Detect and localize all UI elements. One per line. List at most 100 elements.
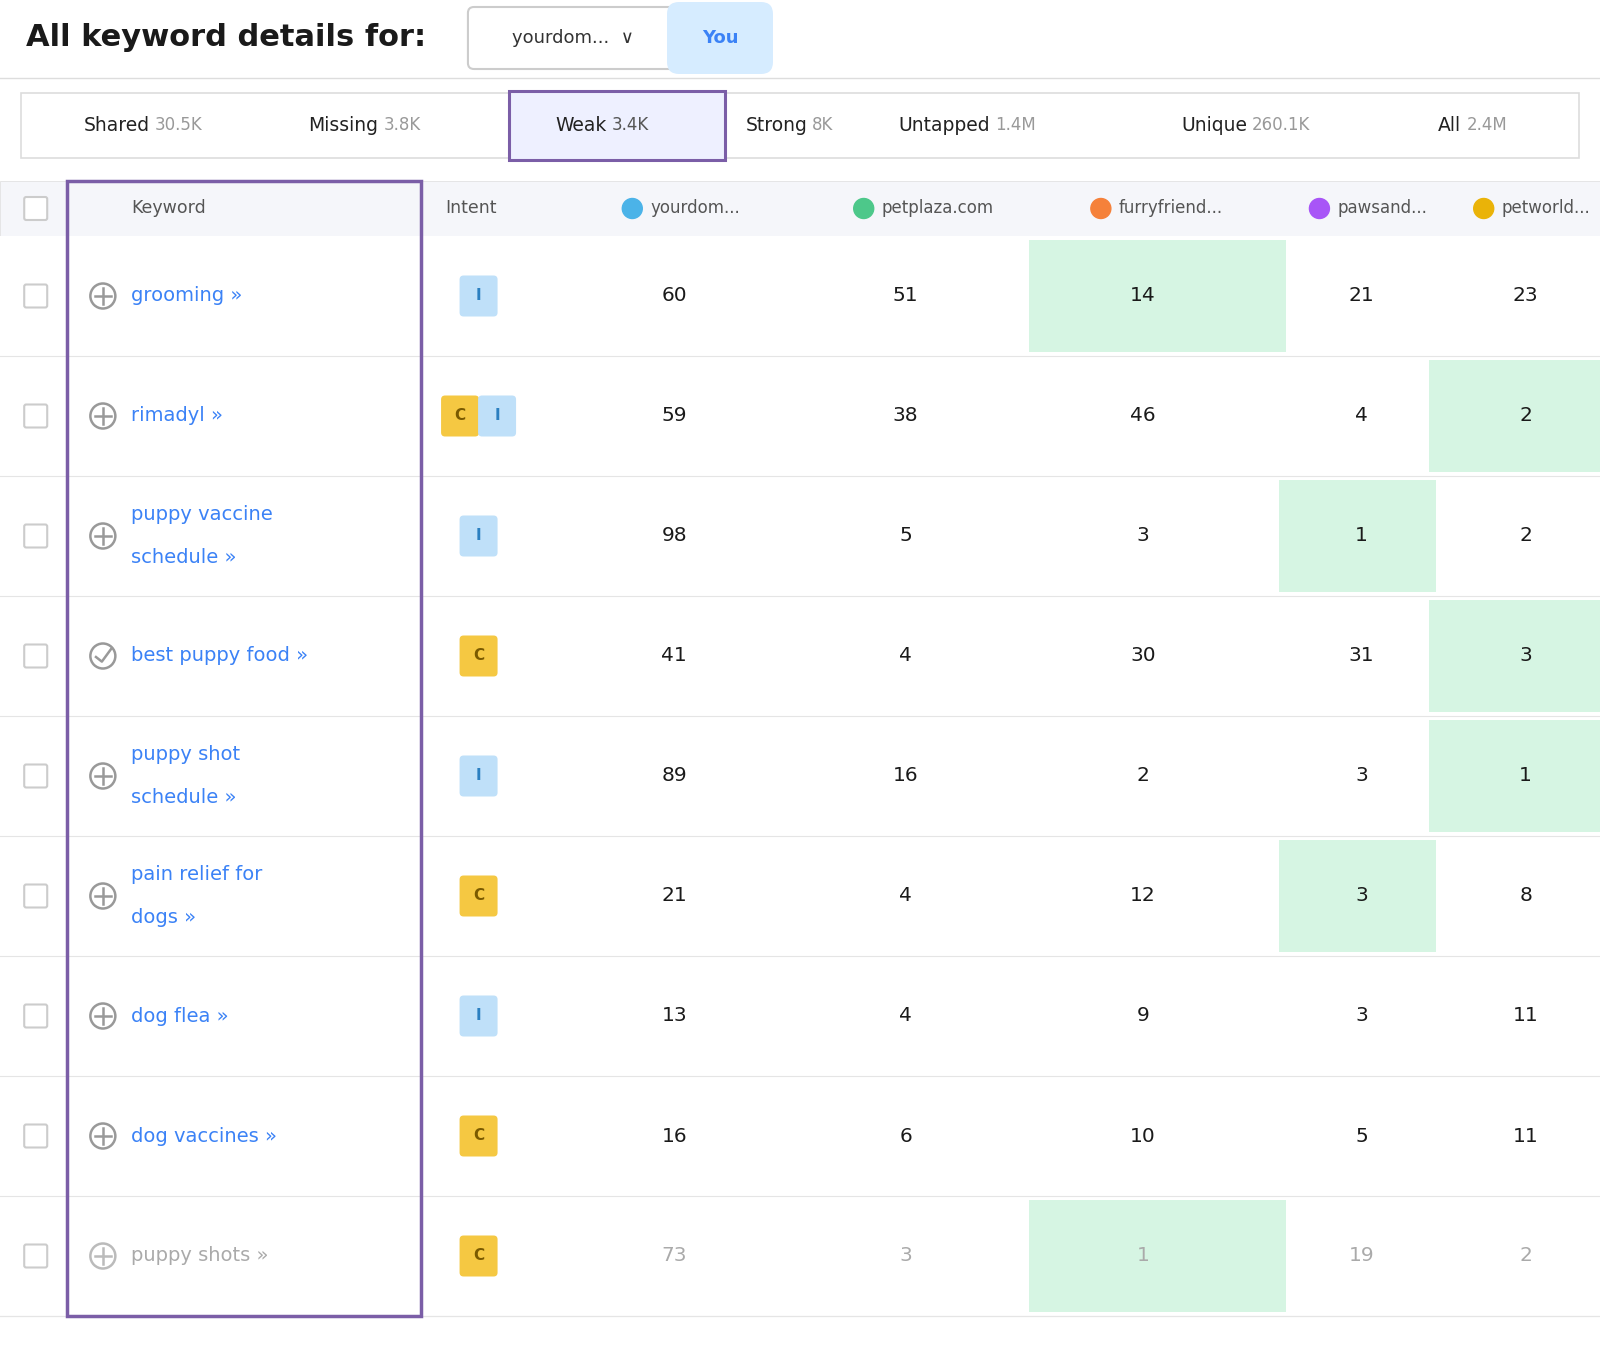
- Text: Weak: Weak: [555, 117, 606, 136]
- FancyBboxPatch shape: [478, 396, 517, 437]
- Text: I: I: [475, 529, 482, 544]
- Text: 60: 60: [661, 286, 686, 305]
- FancyBboxPatch shape: [21, 94, 1579, 159]
- FancyBboxPatch shape: [24, 1245, 48, 1268]
- Text: 14: 14: [1130, 286, 1155, 305]
- Text: 6: 6: [899, 1127, 912, 1146]
- Text: Missing: Missing: [309, 117, 379, 136]
- Text: I: I: [475, 289, 482, 304]
- FancyBboxPatch shape: [24, 644, 48, 667]
- FancyBboxPatch shape: [24, 1005, 48, 1028]
- Text: 2: 2: [1520, 1246, 1533, 1265]
- Text: petplaza.com: petplaza.com: [882, 199, 994, 217]
- Text: 8K: 8K: [813, 117, 834, 134]
- Text: puppy shot: puppy shot: [131, 744, 240, 763]
- Text: 21: 21: [661, 887, 686, 906]
- Text: 3: 3: [1355, 1006, 1368, 1025]
- Circle shape: [622, 198, 642, 218]
- Circle shape: [854, 198, 874, 218]
- Text: C: C: [474, 888, 485, 903]
- Text: schedule »: schedule »: [131, 788, 237, 807]
- Text: 3.8K: 3.8K: [384, 117, 421, 134]
- Text: petworld...: petworld...: [1502, 199, 1590, 217]
- FancyBboxPatch shape: [1278, 839, 1435, 952]
- Text: I: I: [494, 408, 499, 423]
- Text: yourdom...  ∨: yourdom... ∨: [512, 28, 634, 47]
- Text: puppy shots »: puppy shots »: [131, 1246, 269, 1265]
- FancyBboxPatch shape: [1429, 720, 1600, 833]
- Text: 2: 2: [1520, 407, 1533, 426]
- Text: 30.5K: 30.5K: [155, 117, 203, 134]
- Text: 31: 31: [1349, 647, 1374, 666]
- Text: C: C: [474, 1128, 485, 1143]
- Text: 1: 1: [1355, 526, 1368, 545]
- FancyBboxPatch shape: [24, 285, 48, 308]
- Text: Unique: Unique: [1181, 117, 1246, 136]
- Text: 21: 21: [1349, 286, 1374, 305]
- Text: 11: 11: [1514, 1127, 1539, 1146]
- Text: C: C: [474, 1249, 485, 1264]
- Text: 16: 16: [893, 766, 918, 785]
- Circle shape: [1091, 198, 1110, 218]
- FancyBboxPatch shape: [0, 236, 1600, 357]
- Text: 5: 5: [899, 526, 912, 545]
- FancyBboxPatch shape: [509, 91, 725, 160]
- FancyBboxPatch shape: [459, 275, 498, 316]
- Text: 46: 46: [1130, 407, 1155, 426]
- FancyBboxPatch shape: [0, 837, 1600, 956]
- Text: All: All: [1438, 117, 1461, 136]
- Text: schedule »: schedule »: [131, 548, 237, 567]
- FancyBboxPatch shape: [459, 1116, 498, 1157]
- Text: 16: 16: [661, 1127, 686, 1146]
- Text: 1.4M: 1.4M: [995, 117, 1035, 134]
- Text: 4: 4: [899, 647, 912, 666]
- Text: 13: 13: [661, 1006, 686, 1025]
- FancyBboxPatch shape: [0, 1196, 1600, 1317]
- Text: 4: 4: [899, 887, 912, 906]
- FancyBboxPatch shape: [459, 636, 498, 677]
- FancyBboxPatch shape: [24, 404, 48, 427]
- Text: 23: 23: [1514, 286, 1539, 305]
- FancyBboxPatch shape: [0, 597, 1600, 716]
- Text: best puppy food »: best puppy food »: [131, 647, 309, 666]
- FancyBboxPatch shape: [0, 1077, 1600, 1196]
- Text: 4: 4: [899, 1006, 912, 1025]
- FancyBboxPatch shape: [442, 396, 478, 437]
- Text: 11: 11: [1514, 1006, 1539, 1025]
- Text: Untapped: Untapped: [898, 117, 990, 136]
- Text: 3.4K: 3.4K: [613, 117, 650, 134]
- FancyBboxPatch shape: [1029, 240, 1286, 353]
- Text: 89: 89: [661, 766, 686, 785]
- Text: dog flea »: dog flea »: [131, 1006, 229, 1025]
- Text: 3: 3: [1136, 526, 1149, 545]
- Text: 51: 51: [893, 286, 918, 305]
- Text: I: I: [475, 769, 482, 784]
- Text: Intent: Intent: [446, 199, 498, 217]
- Text: 260.1K: 260.1K: [1253, 117, 1310, 134]
- Text: 8: 8: [1520, 887, 1533, 906]
- Text: 2: 2: [1136, 766, 1149, 785]
- Text: 4: 4: [1355, 407, 1368, 426]
- Text: You: You: [702, 28, 738, 47]
- Text: Keyword: Keyword: [131, 199, 206, 217]
- Text: 10: 10: [1130, 1127, 1155, 1146]
- Text: 3: 3: [1355, 887, 1368, 906]
- FancyBboxPatch shape: [24, 884, 48, 907]
- Text: dog vaccines »: dog vaccines »: [131, 1127, 277, 1146]
- Text: dogs »: dogs »: [131, 909, 197, 928]
- Text: All keyword details for:: All keyword details for:: [26, 23, 426, 53]
- Text: Shared: Shared: [83, 117, 150, 136]
- Circle shape: [1309, 198, 1330, 218]
- FancyBboxPatch shape: [24, 525, 48, 548]
- FancyBboxPatch shape: [1029, 1200, 1286, 1313]
- FancyBboxPatch shape: [459, 515, 498, 556]
- Text: furryfriend...: furryfriend...: [1118, 199, 1222, 217]
- FancyBboxPatch shape: [467, 7, 694, 69]
- Text: 2: 2: [1520, 526, 1533, 545]
- FancyBboxPatch shape: [1429, 599, 1600, 712]
- FancyBboxPatch shape: [24, 1124, 48, 1147]
- FancyBboxPatch shape: [0, 716, 1600, 837]
- FancyBboxPatch shape: [1278, 480, 1435, 593]
- Text: 3: 3: [1355, 766, 1368, 785]
- Text: yourdom...: yourdom...: [650, 199, 741, 217]
